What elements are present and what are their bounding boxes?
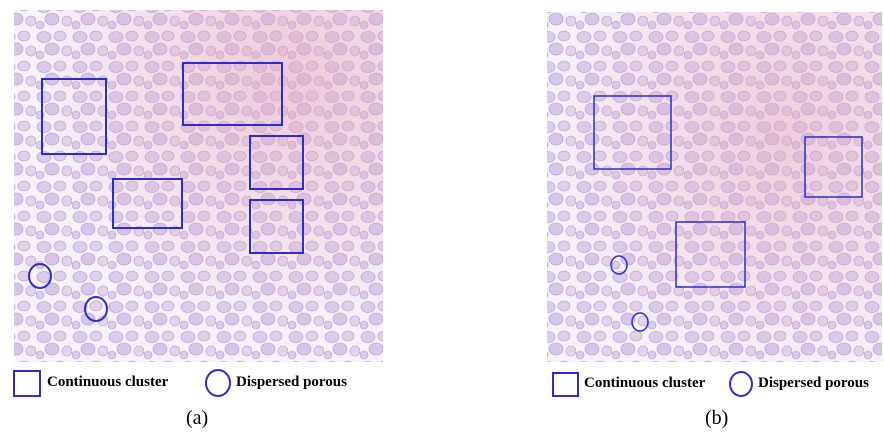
panel-label: (a): [186, 407, 208, 430]
micrograph-b: [547, 12, 882, 362]
legend-square: [553, 373, 578, 396]
legend-ellipse: [206, 370, 230, 396]
micrograph-a: [14, 10, 383, 362]
figure-graphics: [0, 0, 884, 436]
legend-label: Continuous cluster: [47, 374, 168, 391]
legend-ellipse: [730, 372, 752, 396]
panel-label: (b): [705, 407, 728, 430]
legend-square: [14, 371, 40, 396]
figure: {"panels": [ {"label": "(a)", "legend": …: [0, 0, 884, 436]
legend-label: Dispersed porous: [758, 375, 869, 392]
legend-label: Continuous cluster: [584, 375, 705, 392]
legend-label: Dispersed porous: [236, 374, 347, 391]
